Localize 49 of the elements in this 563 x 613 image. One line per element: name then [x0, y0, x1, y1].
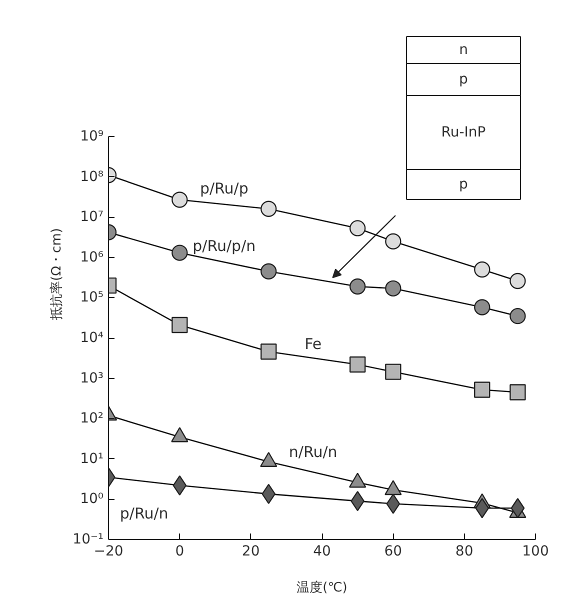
- series-label: p/Ru/p/n: [192, 237, 256, 256]
- point: [510, 498, 525, 518]
- y-tick-label: 10⁹: [80, 128, 104, 144]
- point: [510, 384, 526, 400]
- text: p: [459, 72, 468, 88]
- series-label: Fe: [304, 335, 322, 354]
- y-tick-label: 10⁷: [80, 209, 104, 226]
- y-axis-title: 抵抗率(Ω・cm): [48, 228, 65, 321]
- x-tick-label: 0: [175, 544, 184, 560]
- point: [510, 308, 526, 324]
- x-tick-label: 40: [313, 544, 331, 560]
- point: [349, 356, 366, 373]
- y-tick-label: 10²: [80, 410, 104, 427]
- x-tick-label: 100: [522, 544, 549, 560]
- point: [475, 498, 490, 518]
- y-tick-label: 10¹: [80, 450, 104, 467]
- point: [172, 192, 188, 208]
- y-tick-label: 10³: [80, 370, 104, 386]
- series-label: p/Ru/n: [120, 504, 168, 522]
- y-tick-label: 10⁵: [80, 290, 104, 306]
- point: [172, 316, 188, 334]
- point: [474, 382, 490, 398]
- point: [474, 299, 490, 316]
- annotation: p: [459, 176, 468, 192]
- point: [172, 244, 188, 261]
- annotation: Ru-InP: [441, 124, 486, 140]
- text: n: [459, 42, 468, 58]
- y-tick-label: 10⁸: [80, 168, 104, 185]
- x-tick-label: 60: [384, 544, 402, 560]
- point: [474, 261, 490, 278]
- point: [260, 200, 277, 217]
- y-tick-label: 10⁰: [80, 491, 104, 508]
- x-tick-label: 80: [455, 544, 474, 560]
- point: [385, 364, 402, 380]
- point: [260, 343, 277, 360]
- x-tick-label: 20: [242, 544, 260, 560]
- point: [172, 475, 187, 496]
- point: [260, 263, 277, 280]
- point: [349, 278, 366, 295]
- point: [385, 280, 402, 296]
- y-tick-label: 10⁴: [80, 330, 104, 346]
- point: [349, 220, 366, 236]
- point: [510, 272, 526, 290]
- point: [386, 494, 400, 514]
- point: [385, 233, 402, 250]
- y-tick-label: 10⁶: [80, 249, 104, 266]
- series-label: p/Ru/p: [200, 179, 248, 198]
- x-axis-title: 温度(℃): [296, 580, 348, 596]
- series-label: n/Ru/n: [288, 443, 338, 462]
